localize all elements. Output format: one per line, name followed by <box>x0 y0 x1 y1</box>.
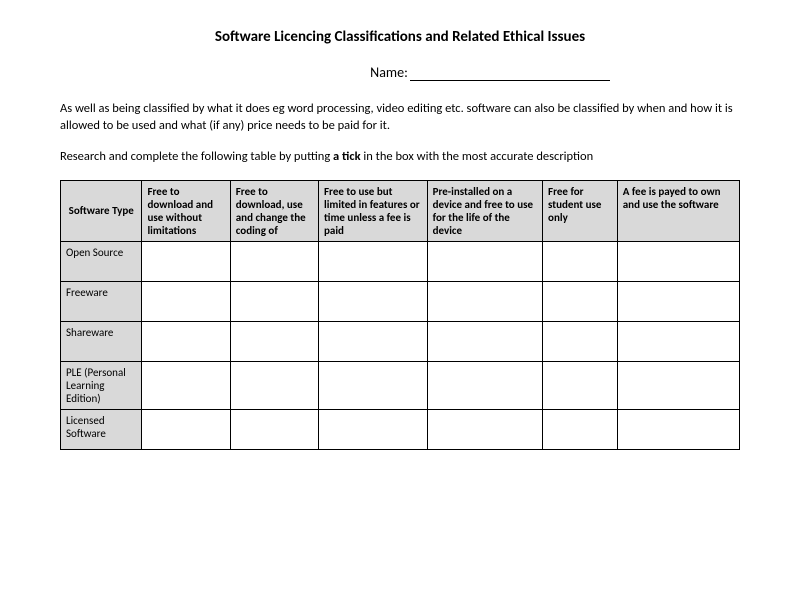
table-row: Freeware <box>61 281 740 321</box>
name-input-line[interactable] <box>410 80 610 81</box>
tick-cell[interactable] <box>617 241 739 281</box>
para2-post: in the box with the most accurate descri… <box>361 149 594 164</box>
para2-pre: Research and complete the following tabl… <box>60 149 333 164</box>
classification-table: Software Type Free to download and use w… <box>60 180 740 450</box>
tick-cell[interactable] <box>617 409 739 449</box>
header-col-2: Free to download, use and change the cod… <box>230 180 318 241</box>
header-col-6: A fee is payed to own and use the softwa… <box>617 180 739 241</box>
header-software-type: Software Type <box>61 180 142 241</box>
header-col-5: Free for student use only <box>543 180 618 241</box>
tick-cell[interactable] <box>319 409 428 449</box>
tick-cell[interactable] <box>142 241 230 281</box>
tick-cell[interactable] <box>543 321 618 361</box>
header-col-4: Pre-installed on a device and free to us… <box>427 180 542 241</box>
tick-cell[interactable] <box>427 241 542 281</box>
table-row: Open Source <box>61 241 740 281</box>
table-row: Licensed Software <box>61 409 740 449</box>
document-page: Software Licencing Classifications and R… <box>0 0 800 470</box>
row-label-open-source: Open Source <box>61 241 142 281</box>
header-col-1: Free to download and use without limitat… <box>142 180 230 241</box>
tick-cell[interactable] <box>617 361 739 409</box>
tick-cell[interactable] <box>617 321 739 361</box>
tick-cell[interactable] <box>543 281 618 321</box>
tick-cell[interactable] <box>427 361 542 409</box>
page-title: Software Licencing Classifications and R… <box>60 28 740 46</box>
tick-cell[interactable] <box>230 241 318 281</box>
row-label-shareware: Shareware <box>61 321 142 361</box>
tick-cell[interactable] <box>230 361 318 409</box>
name-label: Name: <box>370 64 408 81</box>
tick-cell[interactable] <box>617 281 739 321</box>
tick-cell[interactable] <box>230 281 318 321</box>
table-header-row: Software Type Free to download and use w… <box>61 180 740 241</box>
intro-paragraph-1: As well as being classified by what it d… <box>60 101 740 135</box>
tick-cell[interactable] <box>543 409 618 449</box>
table-row: Shareware <box>61 321 740 361</box>
tick-cell[interactable] <box>230 321 318 361</box>
tick-cell[interactable] <box>142 409 230 449</box>
row-label-freeware: Freeware <box>61 281 142 321</box>
tick-cell[interactable] <box>543 241 618 281</box>
tick-cell[interactable] <box>427 321 542 361</box>
tick-cell[interactable] <box>319 241 428 281</box>
para2-bold: a tick <box>333 149 361 164</box>
tick-cell[interactable] <box>427 409 542 449</box>
tick-cell[interactable] <box>427 281 542 321</box>
tick-cell[interactable] <box>543 361 618 409</box>
tick-cell[interactable] <box>319 281 428 321</box>
tick-cell[interactable] <box>142 321 230 361</box>
row-label-ple: PLE (Personal Learning Edition) <box>61 361 142 409</box>
tick-cell[interactable] <box>230 409 318 449</box>
row-label-licensed: Licensed Software <box>61 409 142 449</box>
tick-cell[interactable] <box>142 281 230 321</box>
name-field-row: Name: <box>60 64 740 81</box>
tick-cell[interactable] <box>319 361 428 409</box>
tick-cell[interactable] <box>319 321 428 361</box>
header-col-3: Free to use but limited in features or t… <box>319 180 428 241</box>
intro-paragraph-2: Research and complete the following tabl… <box>60 149 740 166</box>
tick-cell[interactable] <box>142 361 230 409</box>
table-row: PLE (Personal Learning Edition) <box>61 361 740 409</box>
